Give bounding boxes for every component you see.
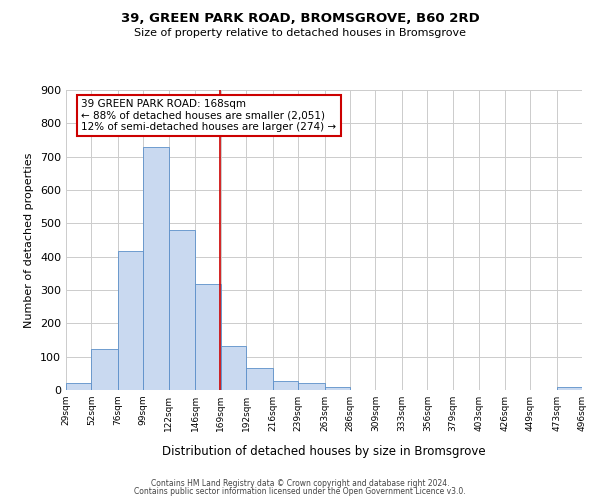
- Bar: [272, 380, 298, 390]
- Text: Contains public sector information licensed under the Open Government Licence v3: Contains public sector information licen…: [134, 487, 466, 496]
- Bar: [221, 346, 246, 390]
- Bar: [169, 230, 195, 390]
- Bar: [143, 146, 169, 390]
- Bar: [66, 384, 91, 390]
- Text: 39 GREEN PARK ROAD: 168sqm
← 88% of detached houses are smaller (2,051)
12% of s: 39 GREEN PARK ROAD: 168sqm ← 88% of deta…: [82, 99, 337, 132]
- Bar: [246, 368, 272, 390]
- Text: Contains HM Land Registry data © Crown copyright and database right 2024.: Contains HM Land Registry data © Crown c…: [151, 478, 449, 488]
- Bar: [118, 250, 143, 390]
- Text: Size of property relative to detached houses in Bromsgrove: Size of property relative to detached ho…: [134, 28, 466, 38]
- Bar: [195, 284, 221, 390]
- Bar: [298, 384, 325, 390]
- Text: 39, GREEN PARK ROAD, BROMSGROVE, B60 2RD: 39, GREEN PARK ROAD, BROMSGROVE, B60 2RD: [121, 12, 479, 26]
- Bar: [557, 388, 582, 390]
- X-axis label: Distribution of detached houses by size in Bromsgrove: Distribution of detached houses by size …: [162, 445, 486, 458]
- Bar: [91, 350, 118, 390]
- Bar: [325, 386, 350, 390]
- Y-axis label: Number of detached properties: Number of detached properties: [25, 152, 34, 328]
